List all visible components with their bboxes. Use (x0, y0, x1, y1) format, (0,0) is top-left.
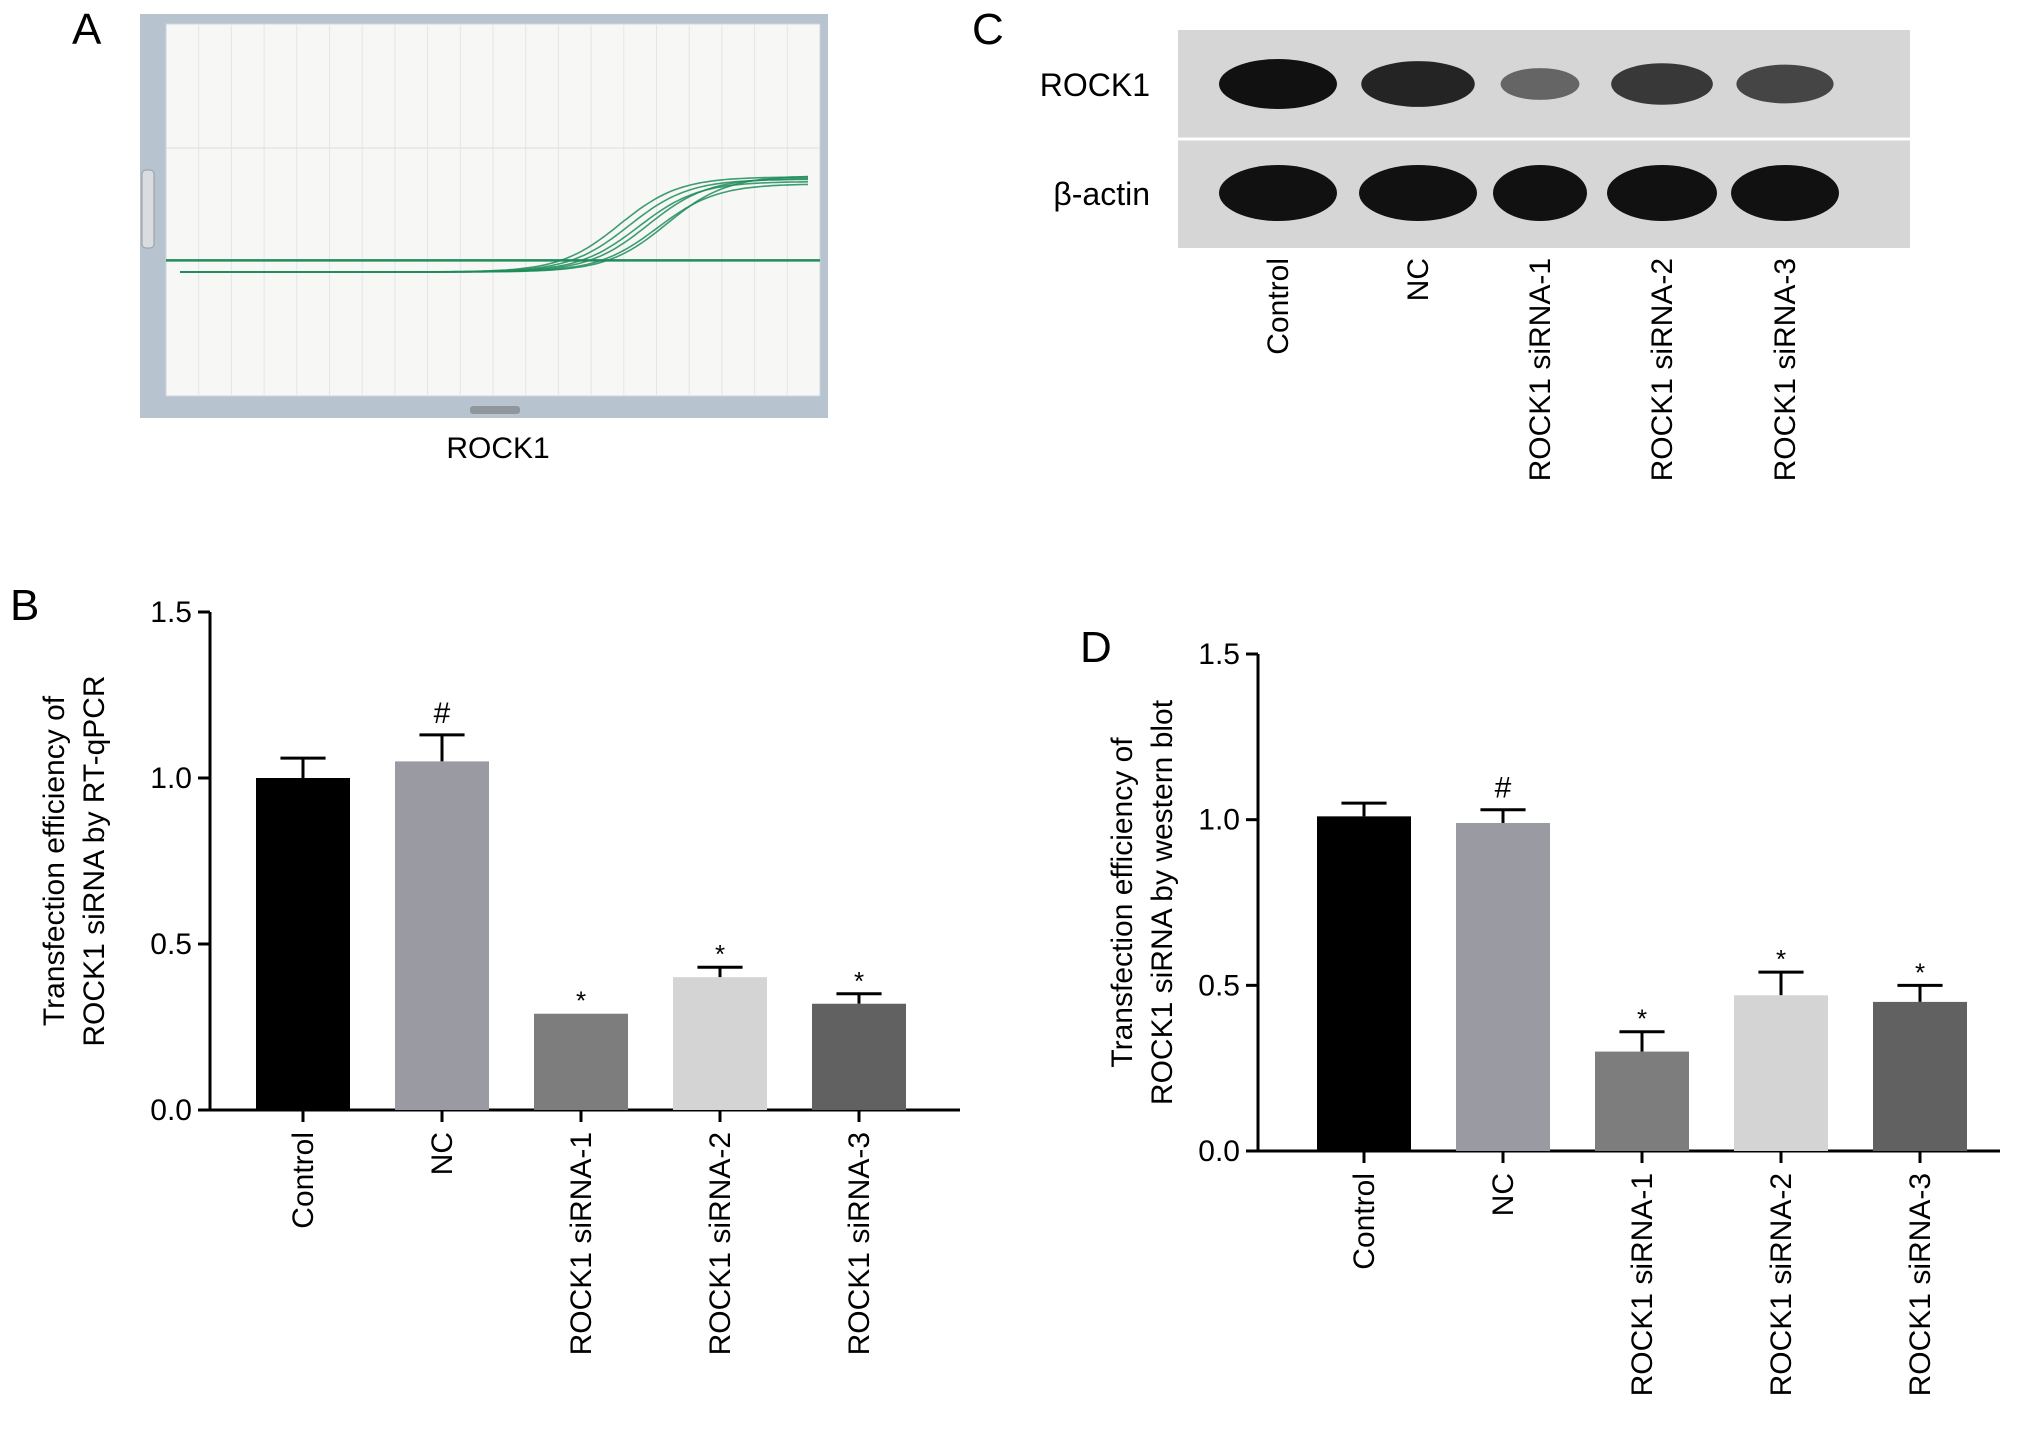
blot-band (1359, 165, 1477, 221)
x-tick-label: NC (426, 1132, 459, 1175)
x-tick-label: ROCK1 siRNA-2 (1765, 1173, 1798, 1396)
bar (395, 761, 489, 1110)
panel-c-letter: C (972, 5, 1004, 54)
x-tick-label: NC (1487, 1173, 1520, 1216)
significance-mark: # (434, 697, 451, 730)
significance-mark: * (576, 986, 586, 1016)
y-axis-label: Transfection efficiency of (38, 695, 71, 1026)
blot-lane-label: ROCK1 siRNA-2 (1646, 258, 1679, 481)
x-tick-label: ROCK1 siRNA-1 (565, 1132, 598, 1355)
amplification-plot (140, 14, 828, 418)
blot-band (1219, 165, 1337, 221)
significance-mark: # (1495, 772, 1512, 805)
bar (673, 977, 767, 1110)
y-tick-label: 0.5 (150, 928, 192, 961)
y-tick-label: 1.5 (150, 596, 192, 629)
panel-a-caption: ROCK1 (446, 432, 549, 465)
y-tick-label: 1.0 (150, 762, 192, 795)
x-tick-label: Control (1348, 1173, 1381, 1270)
y-axis-label: ROCK1 siRNA by western blot (1146, 699, 1179, 1105)
blot-lane-label: Control (1262, 258, 1295, 355)
panel-b-letter: B (10, 581, 39, 630)
blot-lane-label: ROCK1 siRNA-1 (1524, 258, 1557, 481)
western-blot: ROCK1 β-actin Control NC ROCK1 siRNA-1 ROCK1 … (1040, 30, 1910, 481)
x-tick-label: ROCK1 siRNA-1 (1626, 1173, 1659, 1396)
panel-a-letter: A (72, 5, 102, 54)
significance-mark: * (1915, 957, 1925, 987)
y-tick-label: 0.0 (150, 1094, 192, 1127)
blot-band (1736, 64, 1834, 104)
significance-mark: * (715, 939, 725, 969)
bar (1873, 1001, 1967, 1151)
blot-band (1611, 63, 1713, 105)
x-tick-label: ROCK1 siRNA-3 (1904, 1173, 1937, 1396)
bar (1456, 822, 1550, 1151)
blot-row-label: ROCK1 (1040, 67, 1150, 103)
bar (534, 1013, 628, 1110)
x-tick-label: Control (287, 1132, 320, 1229)
y-axis-label: ROCK1 siRNA by RT-qPCR (78, 675, 111, 1046)
blot-lane-label: ROCK1 siRNA-3 (1769, 258, 1802, 481)
blot-band (1361, 61, 1475, 107)
x-tick-label: ROCK1 siRNA-2 (704, 1132, 737, 1355)
bar (256, 778, 350, 1110)
blot-row-label: β-actin (1053, 176, 1150, 212)
y-axis-handle (141, 169, 155, 249)
y-axis-label: Transfection efficiency of (1106, 737, 1139, 1068)
x-tick-label: ROCK1 siRNA-3 (843, 1132, 876, 1355)
blot-lane-label: NC (1402, 258, 1435, 301)
bar (1595, 1051, 1689, 1151)
bar (812, 1003, 906, 1110)
significance-mark: * (854, 966, 864, 996)
blot-band (1493, 165, 1587, 221)
y-tick-label: 1.0 (1198, 804, 1240, 837)
blot-band (1219, 59, 1337, 109)
amplification-curve-6 (180, 175, 809, 273)
y-tick-label: 1.5 (1198, 638, 1240, 671)
bar (1317, 816, 1411, 1151)
x-axis-handle (470, 406, 520, 414)
y-tick-label: 0.0 (1198, 1135, 1240, 1168)
y-tick-label: 0.5 (1198, 969, 1240, 1002)
blot-band (1731, 165, 1839, 221)
blot-band (1607, 165, 1717, 221)
panel-d-letter: D (1080, 623, 1112, 672)
blot-band (1500, 68, 1580, 100)
bar (1734, 995, 1828, 1151)
significance-mark: * (1637, 1004, 1647, 1034)
significance-mark: * (1776, 944, 1786, 974)
